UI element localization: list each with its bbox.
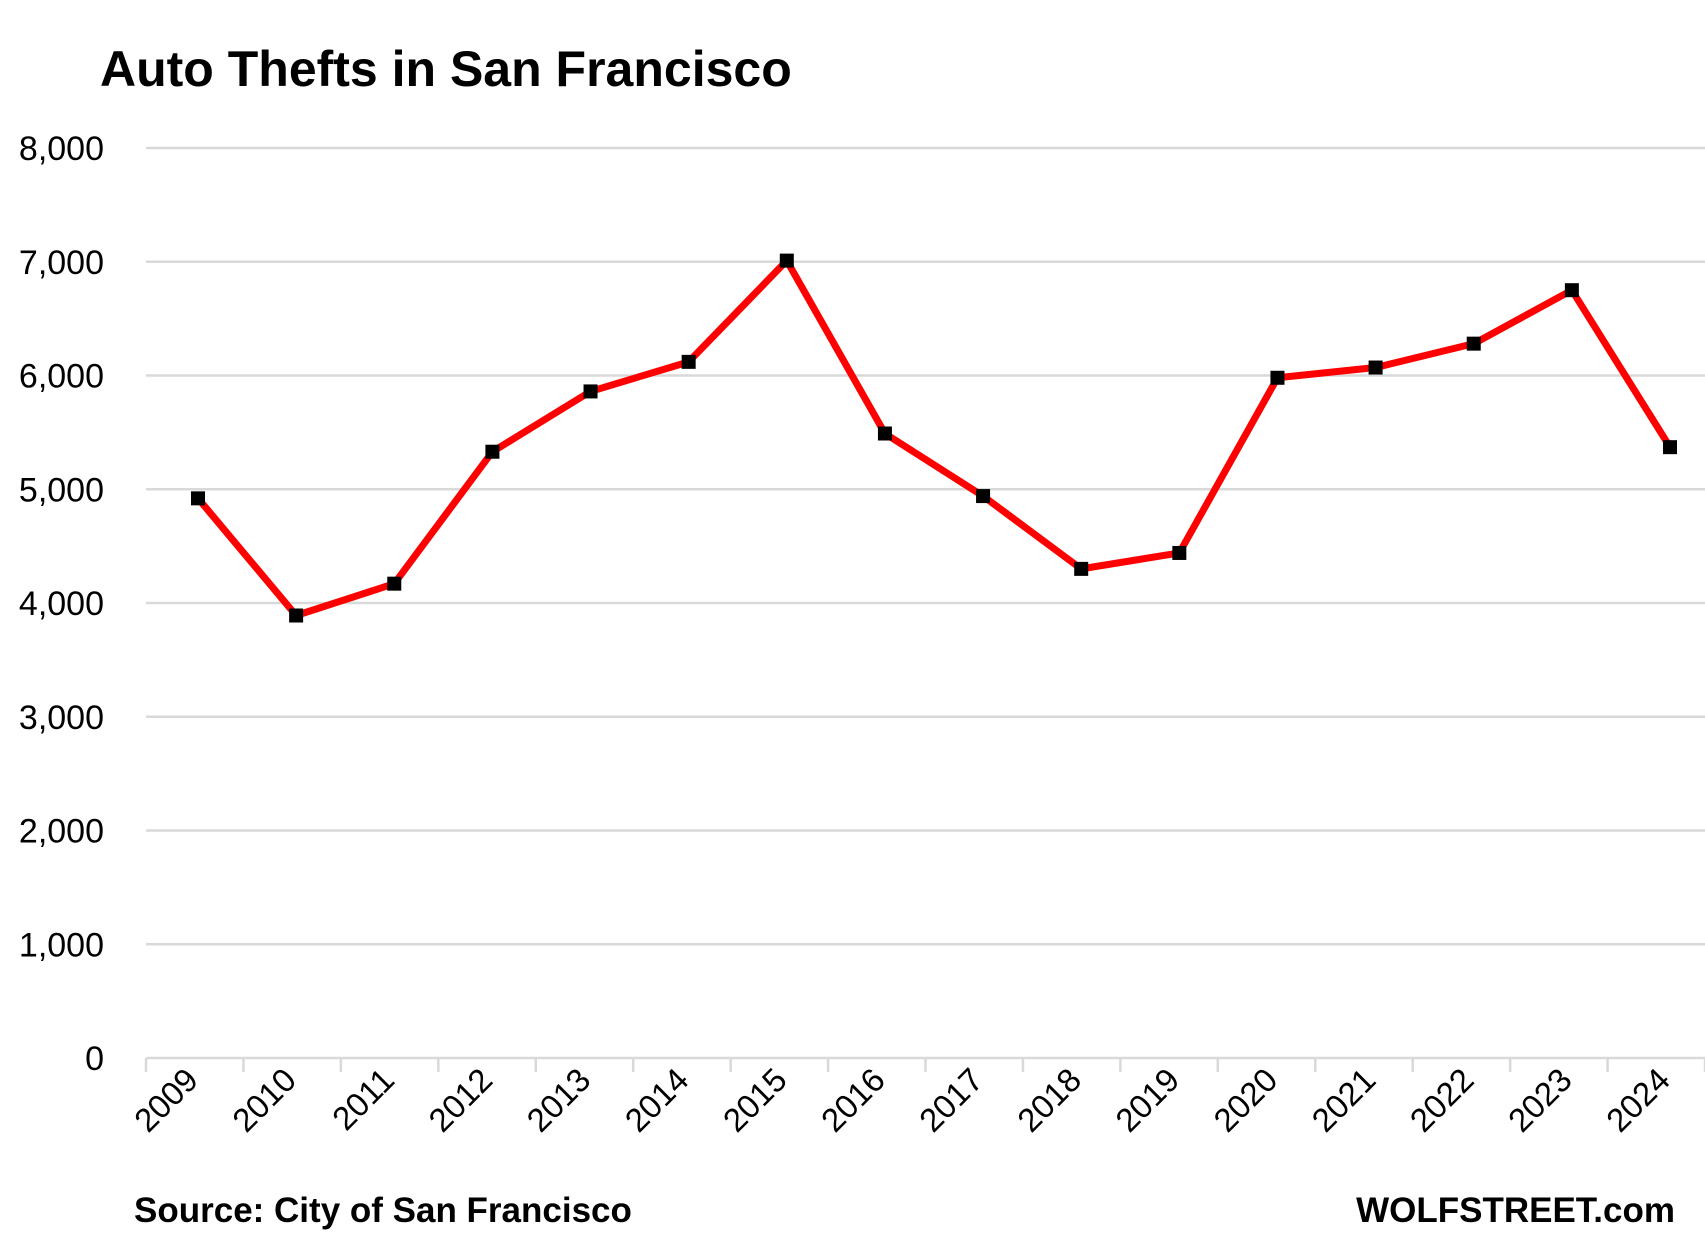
x-axis — [144, 1056, 1705, 1072]
data-point-2019 — [1172, 545, 1187, 560]
data-markers — [191, 253, 1677, 623]
x-tick-label: 2022 — [1403, 1061, 1481, 1139]
source-note: Source: City of San Francisco — [134, 1191, 632, 1230]
series-line — [194, 257, 1674, 620]
data-point-2018 — [1074, 561, 1089, 576]
x-tick-label: 2012 — [421, 1061, 499, 1139]
data-point-2009 — [191, 491, 205, 506]
x-tick-label: 2016 — [814, 1061, 892, 1139]
x-tick-label: 2010 — [225, 1061, 303, 1139]
y-tick-label: 8,000 — [19, 130, 104, 168]
x-tick-label: 2011 — [325, 1061, 401, 1137]
y-tick-label: 1,000 — [19, 926, 104, 964]
chart-title: Auto Thefts in San Francisco — [100, 41, 792, 97]
gridlines — [146, 146, 1705, 946]
data-point-2016 — [877, 426, 892, 441]
y-tick-label: 0 — [85, 1040, 104, 1078]
x-tick-label: 2024 — [1599, 1061, 1677, 1139]
y-tick-label: 5,000 — [19, 471, 104, 509]
y-tick-label: 4,000 — [19, 585, 104, 623]
data-point-2020 — [1270, 370, 1285, 385]
data-point-2012 — [485, 444, 500, 459]
data-point-2013 — [583, 384, 598, 399]
x-tick-label: 2018 — [1010, 1061, 1088, 1139]
data-point-2023 — [1564, 283, 1579, 298]
data-point-2021 — [1368, 360, 1383, 375]
x-tick-label: 2017 — [912, 1061, 990, 1139]
y-axis-tick-labels: 0 1,000 2,000 3,000 4,000 5,000 6,000 7,000 8,00… — [19, 130, 104, 1078]
data-point-2015 — [779, 253, 794, 268]
data-point-2024 — [1663, 440, 1677, 455]
x-tick-label: 2013 — [519, 1061, 597, 1139]
x-tick-label: 2009 — [127, 1061, 205, 1139]
data-point-2017 — [976, 489, 991, 504]
series-line-group — [194, 257, 1674, 620]
y-tick-label: 2,000 — [19, 813, 104, 851]
x-tick-label: 2019 — [1108, 1061, 1186, 1139]
x-tick-label: 2020 — [1206, 1061, 1284, 1139]
x-tick-label: 2015 — [716, 1061, 794, 1139]
data-point-2010 — [289, 608, 304, 623]
x-tick-label: 2021 — [1304, 1061, 1382, 1139]
data-point-2014 — [681, 354, 696, 369]
x-tick-label: 2014 — [618, 1061, 696, 1139]
data-point-2022 — [1466, 336, 1481, 351]
site-credit: WOLFSTREET.com — [1356, 1191, 1675, 1230]
y-tick-label: 3,000 — [19, 699, 104, 737]
x-tick-label: 2023 — [1501, 1061, 1579, 1139]
y-tick-label: 7,000 — [19, 244, 104, 282]
y-tick-label: 6,000 — [19, 358, 104, 396]
x-axis-tick-labels: 2009 2010 2011 2012 2013 2014 2015 2016 2017 2018… — [127, 1061, 1677, 1139]
data-point-2011 — [387, 576, 402, 591]
